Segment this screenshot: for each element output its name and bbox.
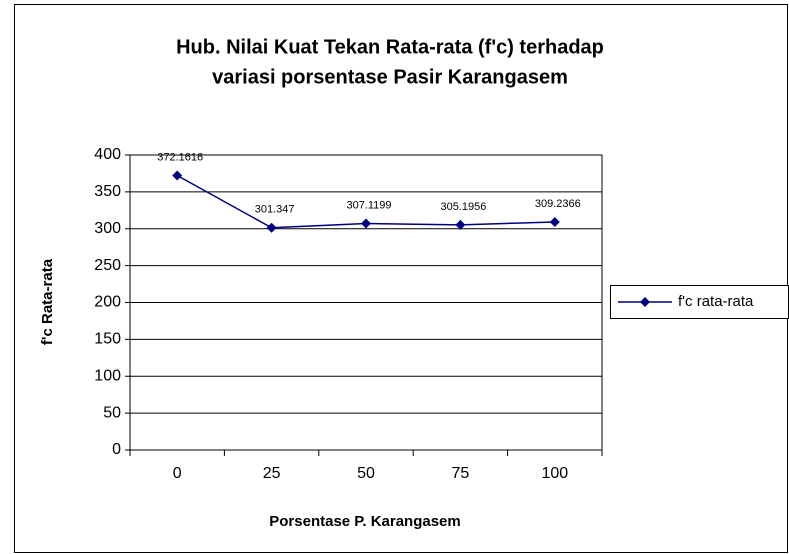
legend-label: f'c rata-rata xyxy=(678,293,754,310)
x-axis-label: Porsentase P. Karangasem xyxy=(269,513,461,530)
x-tick-label: 50 xyxy=(357,465,375,482)
point-marker xyxy=(455,219,466,230)
x-tick-label: 25 xyxy=(263,465,281,482)
data-label: 301.347 xyxy=(255,204,295,216)
y-tick-label: 50 xyxy=(103,404,121,421)
y-tick-label: 350 xyxy=(94,183,121,200)
point-marker xyxy=(172,170,183,181)
y-tick-label: 300 xyxy=(94,220,121,237)
data-label: 372.1616 xyxy=(157,151,203,163)
point-marker xyxy=(361,218,371,229)
y-tick-label: 400 xyxy=(94,146,121,163)
y-axis-label: f'c Rata-rata xyxy=(39,258,56,345)
point-marker xyxy=(266,222,277,233)
y-tick-label: 250 xyxy=(94,257,121,274)
y-tick-label: 0 xyxy=(112,441,121,458)
x-tick-label: 75 xyxy=(452,465,470,482)
data-label: 307.1199 xyxy=(346,199,391,211)
data-label: 309.2366 xyxy=(535,198,581,210)
legend-marker xyxy=(640,297,650,307)
point-marker xyxy=(549,216,560,227)
y-tick-label: 100 xyxy=(94,367,121,384)
chart-title: variasi porsentase Pasir Karangasem xyxy=(212,66,568,88)
x-tick-label: 100 xyxy=(541,465,568,482)
chart-title: Hub. Nilai Kuat Tekan Rata-rata (f'c) te… xyxy=(176,36,604,58)
y-tick-label: 150 xyxy=(94,331,121,348)
data-label: 305.1956 xyxy=(440,201,486,213)
y-tick-label: 200 xyxy=(94,294,121,311)
x-tick-label: 0 xyxy=(173,465,182,482)
